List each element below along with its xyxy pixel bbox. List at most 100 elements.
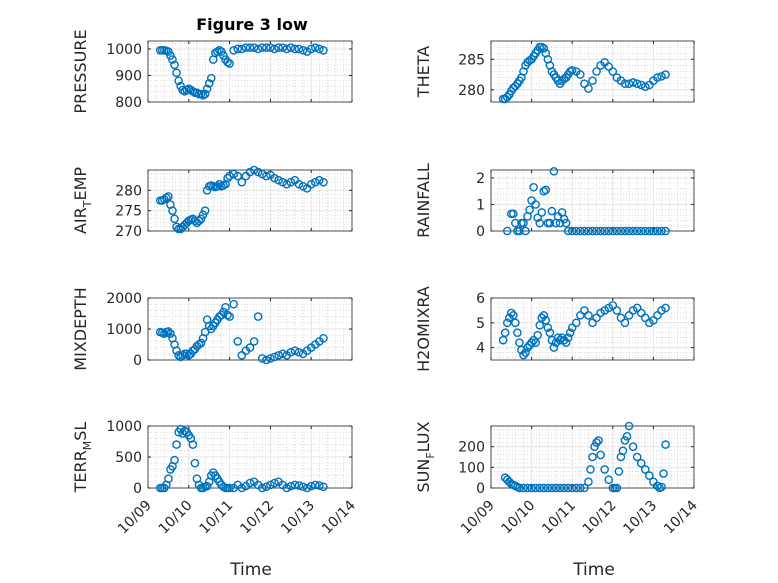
y-axis-label: PRESSURE	[71, 29, 90, 113]
data-point	[549, 343, 559, 352]
data-point	[249, 43, 259, 52]
data-series	[155, 424, 328, 493]
data-point	[527, 338, 536, 347]
y-tick-label: 800	[115, 95, 142, 111]
data-point	[172, 346, 181, 356]
data-point	[551, 483, 561, 493]
data-point	[588, 76, 597, 85]
data-point	[266, 480, 275, 490]
data-point	[245, 43, 255, 52]
data-point	[632, 79, 642, 88]
data-point	[537, 208, 547, 217]
data-point	[233, 171, 243, 181]
x-tick-label: 10/10	[499, 498, 539, 538]
data-point	[649, 226, 658, 236]
data-point	[521, 348, 530, 357]
data-point	[294, 347, 304, 357]
data-point	[580, 483, 589, 493]
data-point	[215, 45, 224, 55]
y-tick-label: 2	[476, 171, 485, 187]
y-tick-label: 500	[115, 450, 142, 466]
data-point	[515, 338, 524, 347]
data-point	[571, 318, 581, 328]
data-point	[182, 85, 192, 95]
data-point	[245, 167, 255, 177]
y-tick-label: 0	[476, 481, 485, 497]
data-point	[616, 226, 626, 236]
data-point	[539, 311, 549, 320]
data-point	[541, 316, 551, 325]
data-point	[506, 308, 516, 318]
y-tick-label: 275	[115, 204, 142, 220]
x-axis-label-left: Time	[229, 560, 272, 580]
subplot-air: 270 275 280 AIRTEMP	[71, 165, 353, 240]
data-point	[202, 481, 212, 491]
data-point	[170, 455, 179, 465]
data-point	[298, 45, 308, 55]
data-point	[237, 483, 247, 493]
data-point	[588, 452, 597, 462]
data-point	[519, 483, 528, 493]
data-point	[233, 337, 243, 346]
data-point	[229, 299, 238, 309]
data-point	[196, 214, 206, 224]
data-point	[531, 200, 540, 209]
data-point	[194, 216, 204, 226]
data-point	[600, 226, 609, 236]
data-point	[596, 450, 605, 460]
data-point	[535, 218, 545, 228]
data-point	[547, 483, 557, 493]
data-point	[315, 44, 324, 54]
data-point	[539, 44, 549, 53]
data-point	[612, 226, 622, 236]
data-point	[511, 218, 520, 228]
data-point	[555, 483, 565, 493]
data-point	[594, 436, 603, 445]
data-point	[294, 481, 304, 490]
data-point	[290, 346, 300, 356]
data-point	[278, 349, 287, 359]
x-tick-label: 10/12	[580, 498, 620, 538]
data-point	[168, 55, 177, 64]
data-point	[592, 67, 601, 76]
data-point	[257, 354, 267, 363]
data-point	[529, 182, 538, 192]
y-axis-label: MIXDEPTH	[71, 287, 90, 370]
y-tick-label: 100	[458, 460, 485, 476]
data-point	[257, 43, 267, 52]
data-point	[592, 438, 601, 447]
data-point	[511, 81, 520, 91]
data-point	[515, 483, 524, 493]
data-point	[178, 351, 187, 360]
data-series	[502, 167, 670, 236]
data-point	[204, 79, 214, 88]
subplot-terr: 0 500 1000 10/09 10/10 10/11 10/12 10/13 10/14 TE…	[71, 419, 359, 537]
plot-background	[491, 170, 694, 231]
data-point	[225, 171, 234, 181]
data-point	[262, 355, 271, 365]
data-point	[525, 205, 534, 215]
data-point	[213, 47, 222, 56]
data-point	[286, 43, 296, 52]
data-point	[622, 432, 632, 441]
y-tick-label: 270	[115, 224, 142, 240]
data-point	[604, 475, 614, 485]
data-point	[608, 226, 618, 236]
data-point	[274, 351, 283, 360]
data-point	[174, 351, 183, 360]
data-point	[160, 329, 169, 338]
data-point	[262, 171, 271, 181]
axes-box	[490, 425, 695, 489]
data-point	[535, 320, 545, 330]
data-point	[502, 318, 512, 328]
y-tick-label: 0	[476, 224, 485, 240]
data-point	[174, 76, 183, 86]
data-point	[592, 226, 601, 236]
data-point	[567, 226, 577, 236]
data-point	[632, 226, 642, 236]
x-tick-label: 10/10	[156, 498, 196, 538]
data-point	[225, 59, 234, 68]
data-point	[188, 440, 198, 449]
data-point	[262, 482, 271, 492]
